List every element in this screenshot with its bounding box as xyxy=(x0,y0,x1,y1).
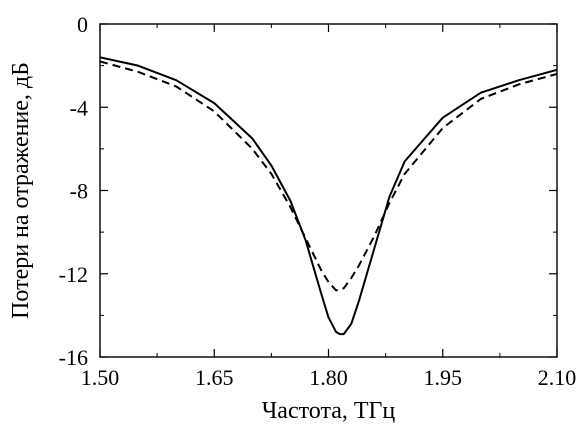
x-tick-label: 2.10 xyxy=(538,365,577,390)
plot-frame xyxy=(99,23,558,358)
x-tick-label: 1.95 xyxy=(424,365,463,390)
y-tick-label: 0 xyxy=(77,12,88,37)
ticks-layer: 1.50 1.65 1.80 1.95 2.10 0 -4 -8 -12 -16 xyxy=(59,12,577,390)
y-tick-label: -8 xyxy=(70,179,88,204)
series-line-solid xyxy=(99,56,558,336)
y-tick-label: -4 xyxy=(70,95,88,120)
x-axis-title: Частота, ТГц xyxy=(262,398,396,424)
x-tick-label: 1.50 xyxy=(81,365,120,390)
x-tick-label: 1.80 xyxy=(309,365,348,390)
series-line-dashed xyxy=(99,60,558,292)
x-tick-label: 1.65 xyxy=(195,365,234,390)
y-axis-title: Потери на отражение, дБ xyxy=(8,62,34,319)
plot-layer xyxy=(99,56,558,336)
y-tick-label: -16 xyxy=(59,345,88,370)
y-tick-label: -12 xyxy=(59,262,88,287)
